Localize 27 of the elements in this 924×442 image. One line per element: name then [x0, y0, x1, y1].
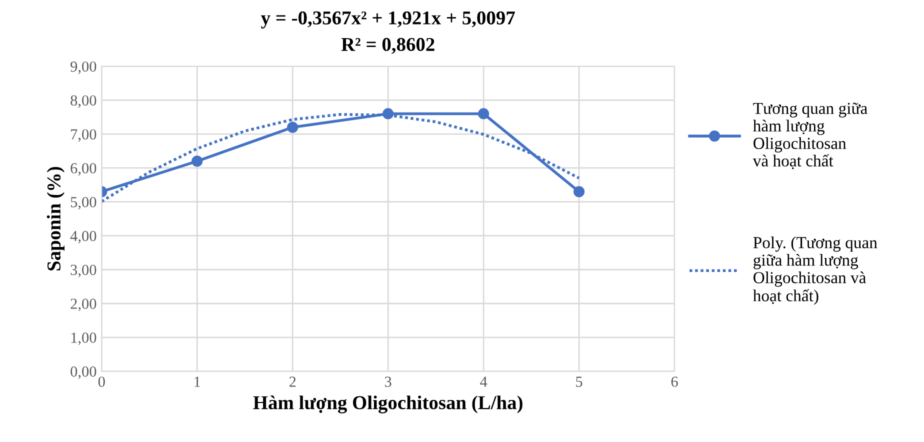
x-tick-label: 4	[480, 376, 488, 387]
chart-title: y = -0,3567x² + 1,921x + 5,0097	[260, 11, 515, 29]
y-tick-label: 9,00	[70, 61, 96, 74]
x-tick-label: 1	[194, 376, 200, 387]
y-tick-label: 6,00	[70, 163, 96, 176]
legend-label: Tương quan giữa hàm lượng Oligochitosan và hoạt chất	[752, 102, 868, 170]
y-tick-label: 3,00	[70, 264, 96, 278]
point	[573, 186, 585, 198]
x-axis-title: Hàm lượng Oligochitosan (L/ha)	[253, 396, 522, 414]
y-tick-label: 0,00	[70, 366, 96, 379]
y-tick-label: 2,00	[70, 298, 96, 312]
x-tick-label: 2	[289, 376, 296, 387]
y-tick-label: 7,00	[71, 129, 96, 142]
legend-label: Poly. (Tương quan giữa hàm lượng Oligochitosan và hoạt chất)	[753, 236, 878, 305]
chart-subtitle: R² = 0,8602	[341, 38, 434, 54]
point	[287, 122, 298, 133]
x-tick-label: 3	[384, 376, 392, 387]
y-tick-label: 4,00	[70, 230, 96, 244]
x-tick-label: 6	[671, 376, 678, 387]
x-tick-label: 0	[98, 376, 105, 387]
y-tick-label: 5,00	[70, 196, 96, 210]
x-tick-label: 5	[576, 376, 582, 387]
y-tick-label: 1,00	[71, 332, 96, 346]
y-axis-title: Saponin (%)	[46, 166, 64, 270]
y-tick-label: 8,00	[70, 95, 96, 108]
point	[478, 108, 490, 120]
point	[192, 156, 203, 167]
